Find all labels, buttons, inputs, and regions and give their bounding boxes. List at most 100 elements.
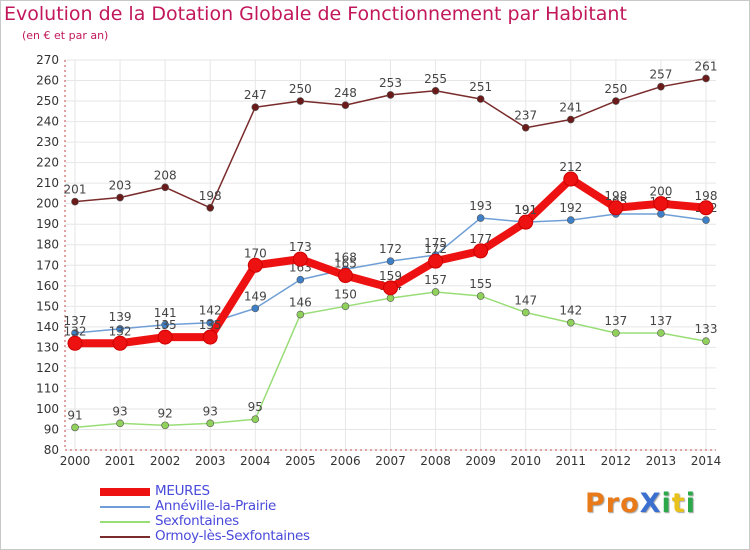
data-point-sexfontaines [657, 329, 665, 337]
data-label-meures: 170 [244, 246, 267, 260]
data-point-anneville-la-prairie [386, 257, 395, 265]
data-label-sexfontaines: 95 [248, 400, 263, 414]
legend-label: Annéville-la-Prairie [155, 498, 277, 514]
data-point-meures [698, 200, 714, 216]
data-label-ormoy-les-sexfontaines: 201 [64, 183, 87, 197]
data-point-ormoy-les-sexfontaines [612, 97, 620, 105]
data-label-meures: 135 [154, 318, 177, 332]
data-point-ormoy-les-sexfontaines [476, 95, 485, 103]
data-point-anneville-la-prairie [251, 304, 260, 313]
data-label-ormoy-les-sexfontaines: 257 [649, 68, 672, 82]
data-label-meures: 191 [514, 203, 537, 217]
data-label-meures: 212 [559, 160, 582, 174]
data-point-ormoy-les-sexfontaines [521, 123, 530, 132]
data-point-anneville-la-prairie [296, 275, 305, 284]
data-label-meures: 177 [469, 232, 492, 246]
x-tick-label: 2005 [285, 454, 316, 468]
data-label-anneville-la-prairie: 137 [64, 314, 87, 328]
x-tick-label: 2006 [330, 454, 361, 468]
legend-label: MEURES [155, 483, 210, 499]
x-tick-label: 2011 [556, 454, 587, 468]
y-tick-label: 180 [36, 238, 59, 252]
logo-letter: X [639, 488, 662, 519]
data-label-sexfontaines: 133 [695, 322, 718, 336]
data-point-meures [337, 268, 353, 284]
x-tick-label: 2013 [646, 454, 677, 468]
data-point-meures [67, 335, 83, 351]
chart-title: Evolution de la Dotation Globale de Fonc… [4, 3, 627, 25]
data-label-anneville-la-prairie: 175 [424, 236, 447, 250]
data-point-sexfontaines [386, 294, 395, 302]
data-label-meures: 135 [199, 318, 222, 332]
data-point-ormoy-les-sexfontaines [702, 74, 710, 83]
data-point-meures [518, 214, 534, 230]
data-label-anneville-la-prairie: 168 [334, 250, 357, 264]
legend-swatch [100, 536, 150, 538]
data-label-ormoy-les-sexfontaines: 241 [559, 101, 582, 115]
data-label-meures: 159 [379, 269, 402, 283]
data-point-ormoy-les-sexfontaines [206, 203, 215, 212]
x-tick-label: 2003 [195, 454, 226, 468]
y-tick-label: 130 [36, 340, 59, 354]
x-tick-label: 2004 [240, 454, 271, 468]
data-label-meures: 200 [649, 185, 672, 199]
legend-swatch [100, 521, 150, 523]
data-label-sexfontaines: 150 [334, 287, 357, 301]
y-tick-label: 240 [36, 115, 59, 129]
data-point-ormoy-les-sexfontaines [251, 103, 260, 112]
data-label-meures: 132 [64, 324, 87, 338]
y-tick-label: 250 [36, 94, 59, 108]
data-label-ormoy-les-sexfontaines: 203 [109, 179, 132, 193]
data-point-ormoy-les-sexfontaines [657, 82, 665, 91]
data-label-anneville-la-prairie: 139 [109, 310, 132, 324]
data-point-sexfontaines [612, 329, 620, 337]
data-label-ormoy-les-sexfontaines: 261 [695, 59, 718, 73]
data-label-sexfontaines: 147 [514, 293, 537, 307]
data-label-sexfontaines: 137 [649, 314, 672, 328]
logo-letter: o [620, 488, 640, 519]
y-tick-label: 200 [36, 197, 59, 211]
data-point-ormoy-les-sexfontaines [161, 183, 169, 192]
data-point-anneville-la-prairie [161, 320, 169, 329]
data-point-ormoy-les-sexfontaines [566, 115, 575, 124]
logo-letter: P [585, 488, 606, 519]
x-tick-label: 2009 [465, 454, 496, 468]
data-point-sexfontaines [566, 318, 575, 327]
data-label-anneville-la-prairie: 141 [154, 306, 177, 320]
data-label-sexfontaines: 155 [469, 277, 492, 291]
data-label-anneville-la-prairie: 193 [469, 199, 492, 213]
data-label-ormoy-les-sexfontaines: 247 [244, 88, 267, 102]
data-label-meures: 198 [604, 189, 627, 203]
x-tick-label: 2012 [601, 454, 632, 468]
y-tick-label: 190 [36, 217, 59, 231]
data-point-anneville-la-prairie [116, 325, 124, 333]
logo-letter: t [671, 488, 686, 519]
data-point-anneville-la-prairie [657, 210, 665, 218]
data-point-anneville-la-prairie [702, 216, 710, 224]
data-label-ormoy-les-sexfontaines: 251 [469, 80, 492, 94]
legend-swatch [100, 488, 150, 496]
line-chart: 80 90 100 110 120 130 140 150 160 170 180 190 200 210… [36, 53, 721, 468]
data-label-sexfontaines: 137 [604, 314, 627, 328]
x-tick-label: 2007 [375, 454, 406, 468]
data-label-ormoy-les-sexfontaines: 208 [154, 168, 177, 182]
y-tick-label: 260 [36, 74, 59, 88]
y-tick-label: 210 [36, 176, 59, 190]
data-point-ormoy-les-sexfontaines [341, 101, 350, 109]
data-label-sexfontaines: 93 [112, 404, 127, 418]
y-tick-label: 150 [36, 299, 59, 313]
data-point-sexfontaines [431, 288, 440, 296]
data-label-meures: 132 [109, 324, 132, 338]
data-label-anneville-la-prairie: 172 [379, 242, 402, 256]
chart-subtitle: (en € et par an) [22, 29, 109, 42]
x-tick-label: 2000 [60, 454, 91, 468]
data-point-meures [428, 253, 444, 269]
data-point-meures [383, 280, 398, 296]
y-tick-label: 80 [44, 443, 59, 457]
logo-letter: i [661, 488, 672, 519]
data-point-meures [247, 257, 263, 273]
data-point-sexfontaines [161, 421, 169, 430]
data-point-anneville-la-prairie [566, 216, 575, 224]
data-point-sexfontaines [71, 423, 79, 432]
data-point-ormoy-les-sexfontaines [386, 91, 395, 99]
